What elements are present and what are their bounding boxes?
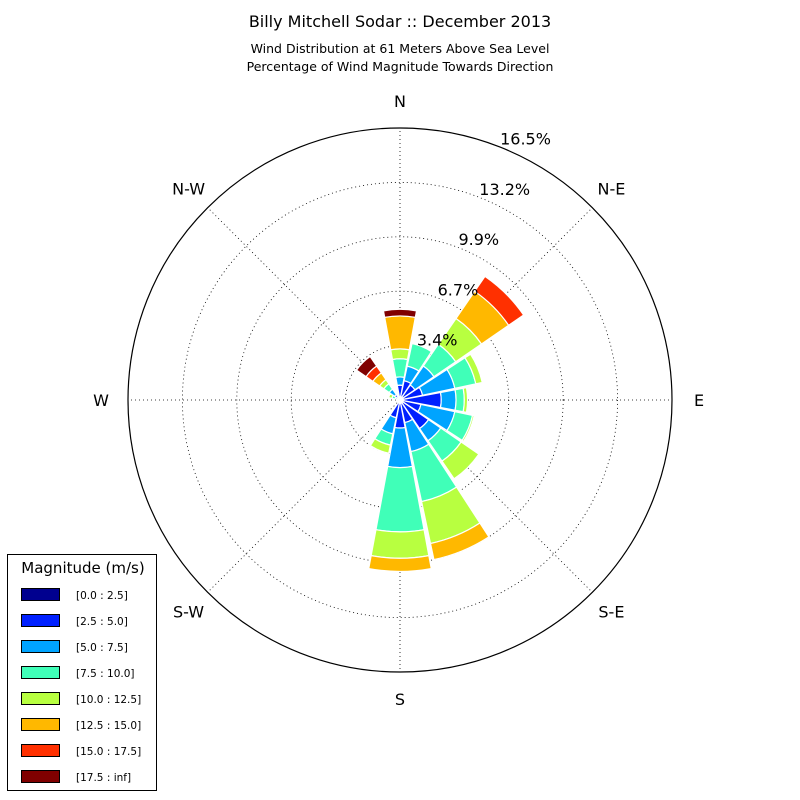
rose-bar-segment <box>383 315 417 351</box>
rose-bar-segment <box>473 275 525 327</box>
direction-label: S-E <box>598 602 624 621</box>
legend-label: [5.0 : 7.5] <box>76 642 128 654</box>
grid-ring <box>290 290 510 510</box>
legend-label: [0.0 : 2.5] <box>76 590 128 602</box>
chart-subtitle-line-2: Percentage of Wind Magnitude Towards Dir… <box>246 59 554 74</box>
legend-swatch <box>21 666 60 679</box>
ring-label: 16.5% <box>500 130 551 149</box>
rose-bar-segment <box>462 386 469 414</box>
rose-bar-segment <box>439 389 457 411</box>
direction-label: N-W <box>172 180 205 199</box>
direction-label: N-E <box>597 180 625 199</box>
legend-swatch <box>21 614 60 627</box>
rose-bar-segment <box>429 522 490 561</box>
legend-swatch <box>21 718 60 731</box>
radial-gridline <box>399 399 593 593</box>
rose-bar-segment <box>396 399 401 404</box>
outer-ring <box>127 127 673 673</box>
radial-gridline <box>207 399 401 593</box>
rose-bar-segment <box>355 355 378 378</box>
rose-bar-segment <box>369 437 392 454</box>
direction-label: W <box>93 391 109 410</box>
direction-label: N <box>394 92 406 111</box>
legend: Magnitude (m/s) [0.0 : 2.5] [2.5 : 5.0] … <box>7 554 157 791</box>
legend-label: [10.0 : 12.5] <box>76 694 142 706</box>
rose-bar-segment <box>464 353 483 385</box>
legend-label: [15.0 : 17.5] <box>76 746 142 758</box>
rose-bar-segment <box>370 528 430 559</box>
legend-label: [12.5 : 15.0] <box>76 720 142 732</box>
rose-bar-segment <box>441 441 480 480</box>
legend-label: [2.5 : 5.0] <box>76 616 128 628</box>
ring-label: 13.2% <box>479 180 530 199</box>
ring-label: 9.9% <box>458 230 499 249</box>
direction-label: S <box>395 690 405 709</box>
legend-swatch <box>21 588 60 601</box>
chart-title: Billy Mitchell Sodar :: December 2013 <box>248 12 552 31</box>
grid-ring <box>181 181 619 619</box>
legend-swatch <box>21 640 60 653</box>
rose-bar-segment <box>406 342 433 372</box>
ring-label: 6.7% <box>438 280 479 299</box>
legend-label: [17.5 : inf] <box>76 772 132 784</box>
legend-label: [7.5 : 10.0] <box>76 668 135 680</box>
rose-bar-segment <box>461 414 475 443</box>
rose-bar-segment <box>454 387 465 413</box>
rose-bar-segment <box>389 348 411 361</box>
ring-label: 3.4% <box>417 331 458 350</box>
chart-subtitle-line-1: Wind Distribution at 61 Meters Above Sea… <box>250 41 550 56</box>
rose-bar-segment <box>368 554 432 573</box>
rose-bar-segment <box>382 308 418 319</box>
legend-swatch <box>21 770 60 783</box>
legend-title: Magnitude (m/s) <box>21 559 145 577</box>
legend-swatch <box>21 744 60 757</box>
legend-swatch <box>21 692 60 705</box>
radial-gridline <box>207 207 401 401</box>
direction-label: E <box>694 391 704 410</box>
direction-label: S-W <box>173 602 204 621</box>
